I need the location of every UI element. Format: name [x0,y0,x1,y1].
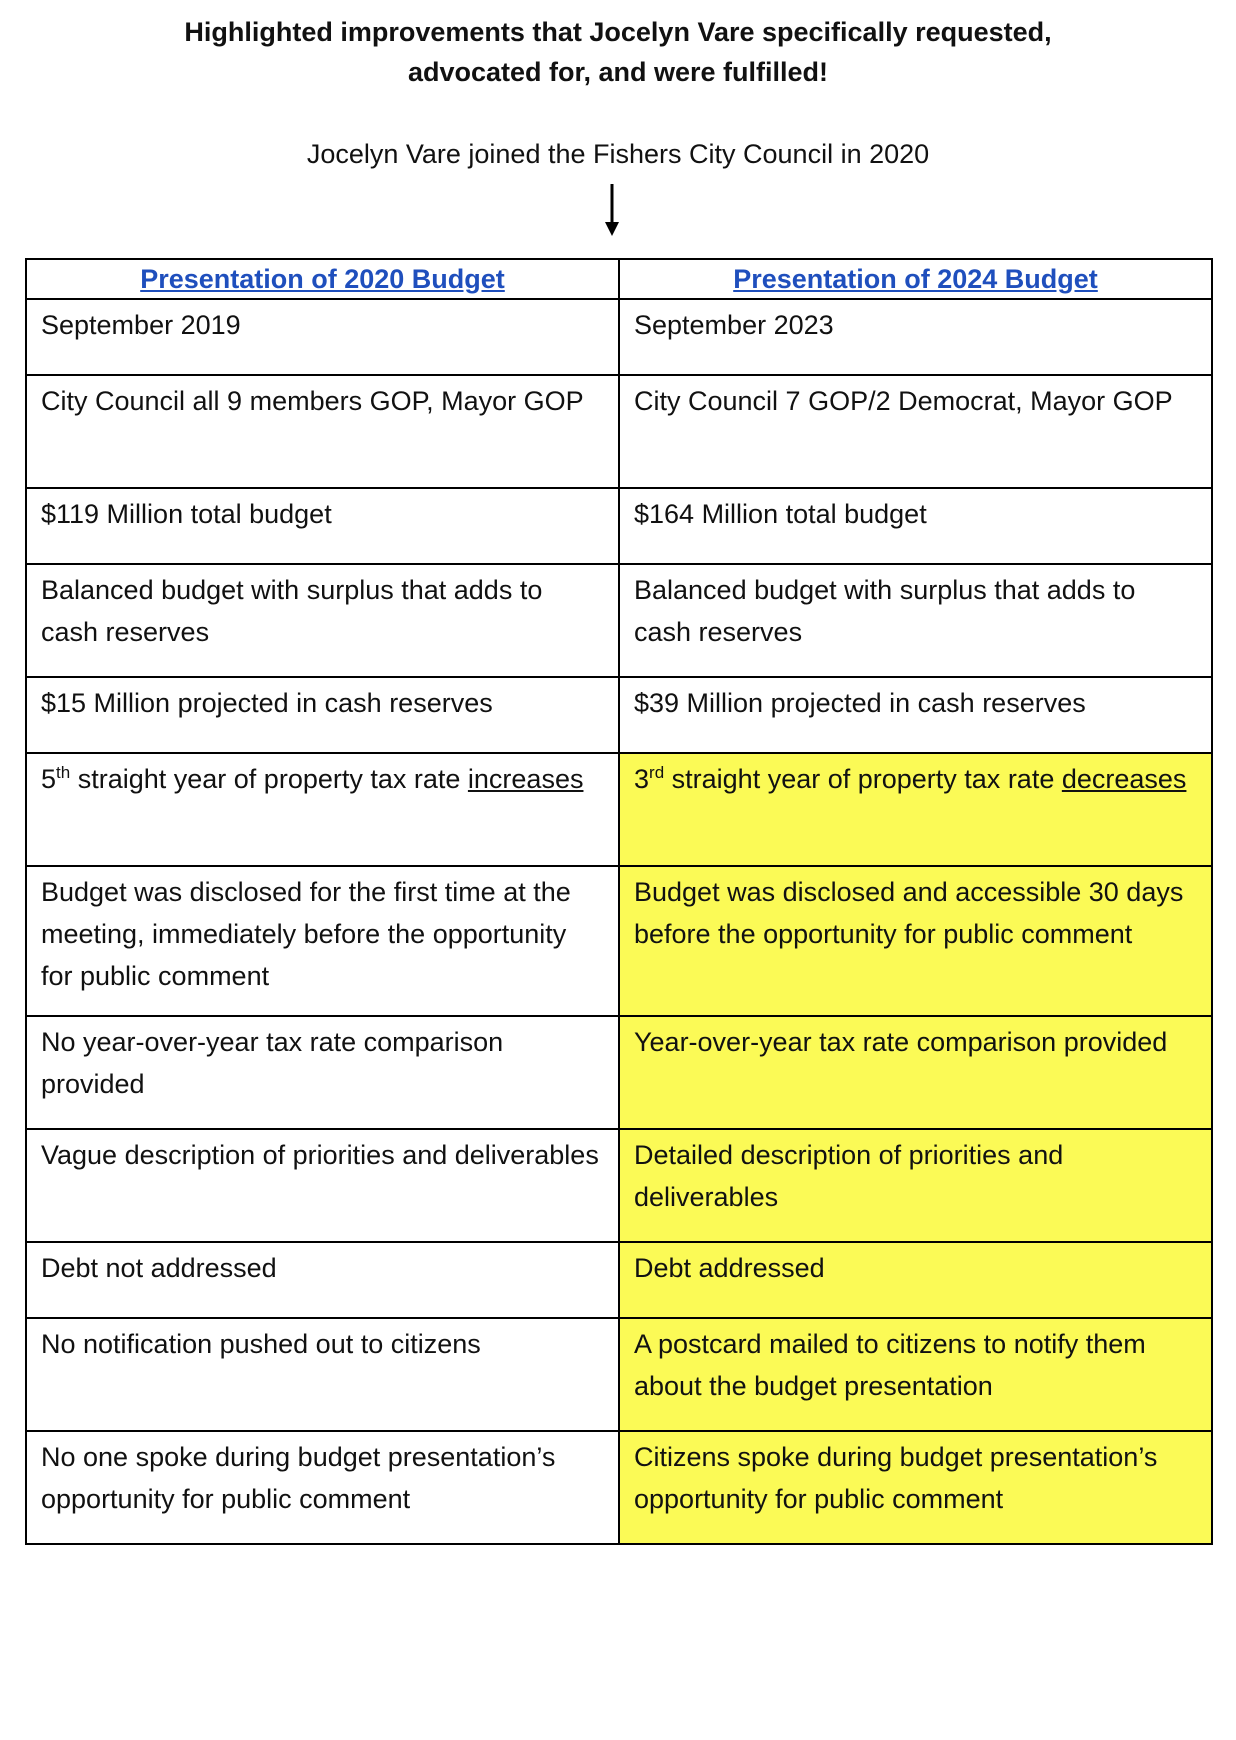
title-line-2: advocated for, and were fulfilled! [407,57,829,87]
header-2020: Presentation of 2020 Budget [25,258,620,300]
row-disclosure-2024: Budget was disclosed and accessible 30 d… [618,865,1213,1017]
subtitle: Jocelyn Vare joined the Fishers City Cou… [306,139,930,169]
row-budget-2020: $119 Million total budget [25,487,620,565]
page-title: Highlighted improvements that Jocelyn Va… [0,12,1236,92]
table-row: Balanced budget with surplus that adds t… [25,563,1213,678]
row-council-2020: City Council all 9 members GOP, Mayor GO… [25,374,620,489]
row-balanced-2024: Balanced budget with surplus that adds t… [618,563,1213,678]
table-row: No notification pushed out to citizens A… [25,1317,1213,1432]
row-comparison-2024: Year-over-year tax rate comparison provi… [618,1015,1213,1130]
row-taxrate-2024: 3rd straight year of property tax rate d… [618,752,1213,867]
taxrate-2024-suffix: rd [649,763,665,782]
table-row: $119 Million total budget $164 Million t… [25,487,1213,565]
table-row: Debt not addressed Debt addressed [25,1241,1213,1319]
table-row: No year-over-year tax rate comparison pr… [25,1015,1213,1130]
table-row: September 2019 September 2023 [25,298,1213,376]
row-comparison-2020: No year-over-year tax rate comparison pr… [25,1015,620,1130]
row-reserves-2020: $15 Million projected in cash reserves [25,676,620,754]
taxrate-2024-text: straight year of property tax rate [664,764,1062,794]
row-budget-2024: $164 Million total budget [618,487,1213,565]
table-row: Vague description of priorities and deli… [25,1128,1213,1243]
taxrate-2024-number: 3 [634,764,650,794]
taxrate-2020-suffix: th [56,763,71,782]
header-2020-link[interactable]: Presentation of 2020 Budget [140,264,505,294]
row-taxrate-2020: 5th straight year of property tax rate i… [25,752,620,867]
table-row: 5th straight year of property tax rate i… [25,752,1213,867]
budget-comparison-table: Presentation of 2020 Budget Presentation… [25,258,1213,1545]
taxrate-2020-number: 5 [41,764,57,794]
row-priorities-2020: Vague description of priorities and deli… [25,1128,620,1243]
row-publiccomment-2024: Citizens spoke during budget presentatio… [618,1430,1213,1545]
table-header-row: Presentation of 2020 Budget Presentation… [25,258,1213,300]
row-notification-2020: No notification pushed out to citizens [25,1317,620,1432]
row-date-2024: September 2023 [618,298,1213,376]
row-council-2024: City Council 7 GOP/2 Democrat, Mayor GOP [618,374,1213,489]
table-row: No one spoke during budget presentation’… [25,1430,1213,1545]
row-debt-2020: Debt not addressed [25,1241,620,1319]
table-row: City Council all 9 members GOP, Mayor GO… [25,374,1213,489]
taxrate-2024-underlined: decreases [1061,764,1187,794]
header-2024-link[interactable]: Presentation of 2024 Budget [733,264,1098,294]
row-balanced-2020: Balanced budget with surplus that adds t… [25,563,620,678]
row-debt-2024: Debt addressed [618,1241,1213,1319]
taxrate-2020-underlined: increases [467,764,584,794]
row-reserves-2024: $39 Million projected in cash reserves [618,676,1213,754]
table-row: $15 Million projected in cash reserves $… [25,676,1213,754]
row-priorities-2024: Detailed description of priorities and d… [618,1128,1213,1243]
title-line-1: Highlighted improvements that Jocelyn Va… [184,17,1052,47]
row-date-2020: September 2019 [25,298,620,376]
row-publiccomment-2020: No one spoke during budget presentation’… [25,1430,620,1545]
taxrate-2020-text: straight year of property tax rate [70,764,468,794]
table-row: Budget was disclosed for the first time … [25,865,1213,1017]
row-disclosure-2020: Budget was disclosed for the first time … [25,865,620,1017]
row-notification-2024: A postcard mailed to citizens to notify … [618,1317,1213,1432]
header-2024: Presentation of 2024 Budget [618,258,1213,300]
down-arrow-icon [605,184,619,236]
